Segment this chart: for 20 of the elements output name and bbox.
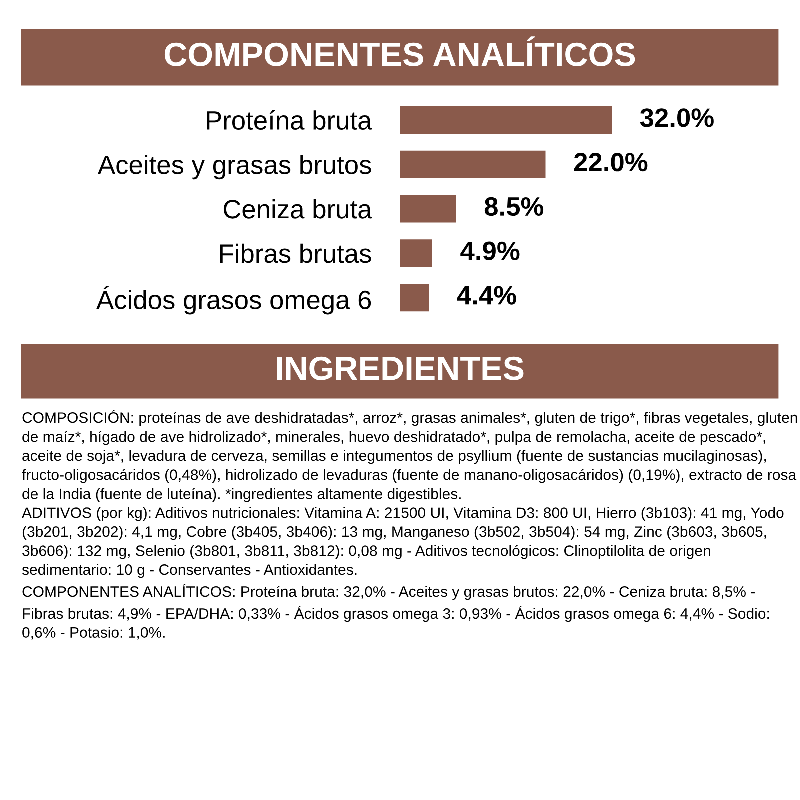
y-tick-label: Proteína bruta xyxy=(207,110,372,130)
bar xyxy=(400,150,546,178)
text: ADITIVOS (por kg): Aditivos nutricionales: Vitamina A: 21500 UI, Vitamina D3: 800 UI, Hierro (3b103): 41 mg, Yodo (3b201, 3b202): 4,1 mg, Cobre (3b405, 3b406): 13 mg, Manganeso (3b502, 3b504): 54 mg, Zinc (3b603, 3b605, 3b606): 132 mg, Selenio (3b801, 3b811, 3b812): 0,08 mg - Aditivos tecnológicos: Clinoptilolita de origen sedimentario: 10 g - Conservantes - Antioxidantes. xyxy=(22,507,784,578)
bar xyxy=(400,195,456,223)
y-tick-label: Fibras brutas xyxy=(220,244,372,264)
text: COMPOSICIÓN: proteínas de ave deshidratadas*, arroz*, grasas animales*, gluten de trigo*, fibras vegetales, gluten de maíz*, hígado de ave hidrolizado*, minerales, huevo deshidratado*, pulpa de remolacha, aceite de pescado*, aceite de soja*, levadura de cerveza, semillas e integumentos de psyllium (fuente de sustancias mucilaginosas), fructo-oligosacáridos (0,48%), hidrolizado de levaduras (fuente de manano-oligosacáridos) (0,19%), extracto de rosa de la India (fuente de luteína). *ingredientes altamente digestibles. xyxy=(22,410,798,502)
text: COMPONENTES ANALÍTICOS: Proteína bruta: 32,0% - Aceites y grasas brutos: 22,0% - Ceniza bruta: 8,5% - Fibras brutas: 4,9% - EPA/DHA: 0,33% - Ácidos grasos omega 3: 0,93% - Ácidos grasos omega 6: 4,4% - Sodio: 0,6% - Potasio: 1,0%. xyxy=(22,584,770,640)
data-label: 4.4% xyxy=(457,286,516,305)
bar xyxy=(400,106,612,134)
data-label: 8.5% xyxy=(484,197,544,216)
text: INGREDIENTES xyxy=(277,356,524,380)
bar xyxy=(400,240,432,268)
bar xyxy=(400,284,430,312)
y-tick-label: Ceniza bruta xyxy=(224,199,372,219)
y-tick-label: Ácidos grasos omega 6 xyxy=(96,286,372,315)
chart-title: COMPONENTES ANALÍTICOS xyxy=(164,36,636,66)
data-label: 22.0% xyxy=(574,152,648,172)
y-tick-label: Aceites y grasas brutos xyxy=(98,155,372,180)
data-label: 32.0% xyxy=(640,108,714,128)
data-label: 4.9% xyxy=(460,242,520,260)
